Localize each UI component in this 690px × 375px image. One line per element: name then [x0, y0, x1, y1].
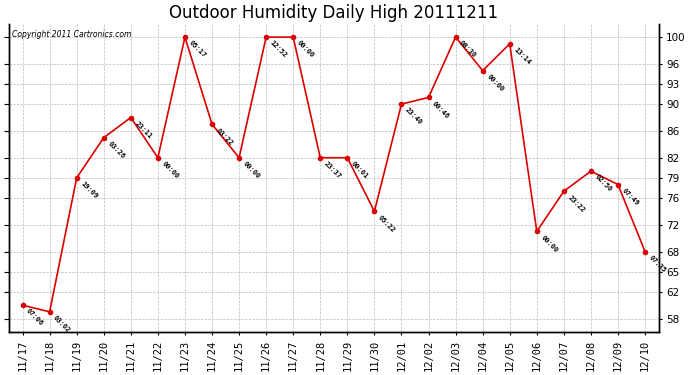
Text: 13:14: 13:14: [513, 46, 532, 66]
Text: 23:11: 23:11: [134, 120, 153, 140]
Title: Outdoor Humidity Daily High 20111211: Outdoor Humidity Daily High 20111211: [169, 4, 498, 22]
Text: 00:00: 00:00: [242, 160, 261, 180]
Text: 02:50: 02:50: [593, 174, 613, 193]
Text: 00:00: 00:00: [161, 160, 180, 180]
Text: 23:40: 23:40: [404, 107, 424, 126]
Text: 00:00: 00:00: [296, 40, 315, 59]
Text: 00:46: 00:46: [431, 100, 451, 120]
Text: 23:22: 23:22: [566, 194, 586, 213]
Text: 19:09: 19:09: [79, 181, 99, 200]
Text: 03:22: 03:22: [215, 127, 234, 146]
Text: 07:06: 07:06: [26, 308, 45, 327]
Text: 05:22: 05:22: [377, 214, 397, 233]
Text: Copyright 2011 Cartronics.com: Copyright 2011 Cartronics.com: [12, 30, 132, 39]
Text: 05:17: 05:17: [188, 40, 207, 59]
Text: 08:30: 08:30: [458, 40, 477, 59]
Text: 00:00: 00:00: [540, 234, 559, 254]
Text: 00:00: 00:00: [486, 74, 504, 93]
Text: 23:37: 23:37: [323, 160, 342, 180]
Text: 03:02: 03:02: [52, 315, 72, 334]
Text: 12:52: 12:52: [269, 40, 288, 59]
Text: 00:01: 00:01: [350, 160, 369, 180]
Text: 07:35: 07:35: [648, 254, 667, 274]
Text: 03:26: 03:26: [106, 140, 126, 160]
Text: 07:49: 07:49: [621, 187, 640, 207]
